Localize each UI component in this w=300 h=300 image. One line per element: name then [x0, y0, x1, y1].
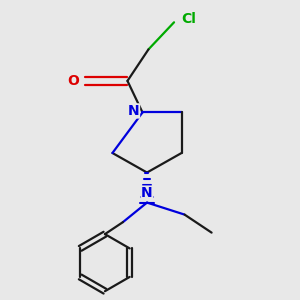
Text: N: N	[128, 104, 140, 118]
Text: O: O	[68, 74, 80, 88]
Text: N: N	[141, 186, 153, 200]
Text: Cl: Cl	[182, 12, 196, 26]
